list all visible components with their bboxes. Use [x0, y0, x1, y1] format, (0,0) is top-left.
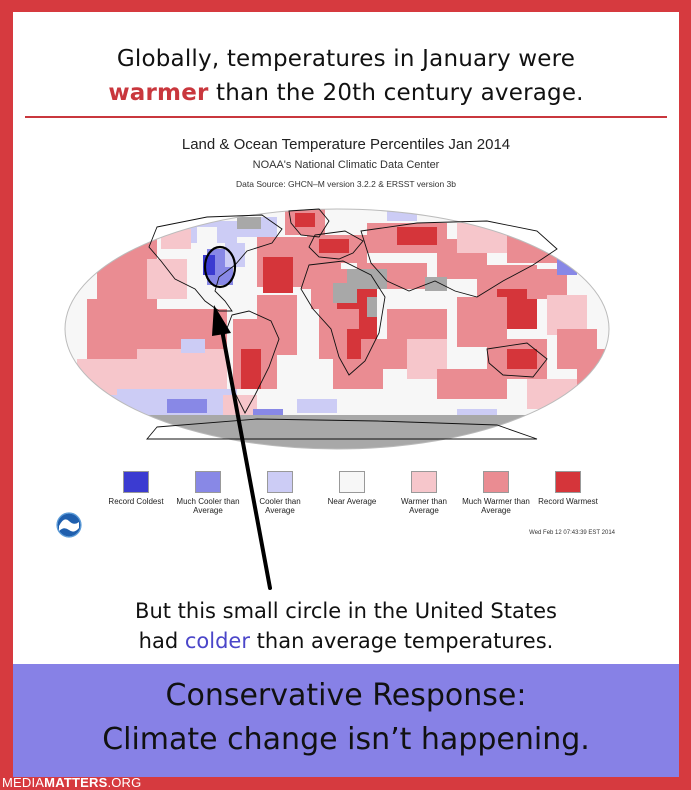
continent-outlines [146, 208, 558, 440]
map-cell [547, 295, 587, 335]
legend-swatch-record-warmest [555, 471, 581, 493]
map-cell [105, 395, 133, 409]
legend-item-much-cooler: Much Cooler than Average [173, 471, 243, 515]
response-line-2: Climate change isn’t happening. [102, 722, 590, 757]
legend-label: Record Warmest [538, 497, 598, 506]
legend-item-record-coldest: Record Coldest [101, 471, 171, 506]
headline: Globally, temperatures in January were w… [13, 42, 679, 110]
legend-item-much-warmer: Much Warmer than Average [461, 471, 531, 515]
map-cell [425, 277, 447, 291]
map-title: Land & Ocean Temperature Percentiles Jan… [181, 136, 511, 153]
map-timestamp: Wed Feb 12 07:43:39 EST 2014 [529, 530, 615, 536]
us-highlight-circle [203, 245, 237, 289]
map-cell [397, 227, 437, 245]
legend-item-near-average: Near Average [317, 471, 387, 506]
brand-suffix: .ORG [107, 775, 142, 790]
map-cell [241, 349, 261, 389]
content-panel: Globally, temperatures in January were w… [13, 12, 679, 664]
map-legend: Record Coldest Much Cooler than Average … [101, 471, 601, 531]
map-cell [333, 283, 357, 303]
legend-swatch-warmer [411, 471, 437, 493]
map-cell [367, 297, 377, 317]
legend-label: Cooler than Average [259, 497, 301, 515]
legend-swatch-near-average [339, 471, 365, 493]
legend-swatch-much-warmer [483, 471, 509, 493]
map-cell [507, 233, 557, 263]
map-cell [263, 257, 293, 293]
map-data-source: Data Source: GHCN–M version 3.2.2 & ERSS… [236, 179, 456, 189]
map-cell [65, 415, 609, 449]
brand-media: MEDIA [2, 775, 45, 790]
legend-item-warmer: Warmer than Average [389, 471, 459, 515]
callout-line-2-prefix: had [138, 629, 185, 653]
response-line-1: Conservative Response: [165, 678, 527, 713]
map-cell [333, 359, 383, 389]
map-cell [197, 227, 217, 247]
map-cell [319, 239, 349, 253]
legend-swatch-much-cooler [195, 471, 221, 493]
map-cell [147, 259, 187, 299]
legend-item-cooler: Cooler than Average [245, 471, 315, 515]
map-cell [223, 395, 257, 417]
headline-warmer: warmer [108, 80, 209, 106]
map-cell [527, 379, 577, 409]
map-cell [237, 217, 261, 229]
map-outline [64, 208, 610, 450]
legend-swatch-cooler [267, 471, 293, 493]
map-cell [297, 399, 337, 413]
legend-swatch-record-coldest [123, 471, 149, 493]
callout-colder: colder [184, 629, 250, 653]
callout-line-1: But this small circle in the United Stat… [135, 599, 557, 623]
footer-brand-logo: MEDIAMATTERS.ORG [2, 775, 141, 790]
map-cell [167, 399, 207, 413]
map-cell [437, 369, 507, 399]
map-cell [507, 349, 537, 369]
headline-divider [25, 116, 667, 118]
legend-item-record-warmest: Record Warmest [533, 471, 603, 506]
map-cell [225, 243, 245, 267]
headline-line-1: Globally, temperatures in January were [116, 46, 576, 72]
map-cell [295, 213, 315, 227]
map-cell [457, 297, 507, 347]
legend-label: Record Coldest [108, 497, 164, 506]
callout-line-2-rest: than average temperatures. [249, 629, 554, 653]
map-cell [181, 339, 205, 353]
map-cell [557, 259, 577, 275]
map-cell [387, 211, 417, 221]
map-cell [65, 209, 609, 213]
world-temperature-map [57, 199, 617, 459]
brand-matters: MATTERS [44, 775, 108, 790]
map-svg [64, 208, 610, 450]
legend-label: Near Average [327, 497, 377, 506]
map-cell [217, 225, 229, 235]
callout-text: But this small circle in the United Stat… [13, 596, 679, 656]
response-banner: Conservative Response: Climate change is… [13, 664, 679, 777]
noaa-logo [56, 512, 82, 538]
headline-line-2: than the 20th century average. [208, 80, 584, 106]
legend-label: Much Cooler than Average [176, 497, 240, 515]
legend-label: Warmer than Average [401, 497, 447, 515]
map-cell [557, 239, 577, 253]
legend-label: Much Warmer than Average [462, 497, 530, 515]
map-subtitle: NOAA's National Climatic Data Center [252, 159, 440, 171]
